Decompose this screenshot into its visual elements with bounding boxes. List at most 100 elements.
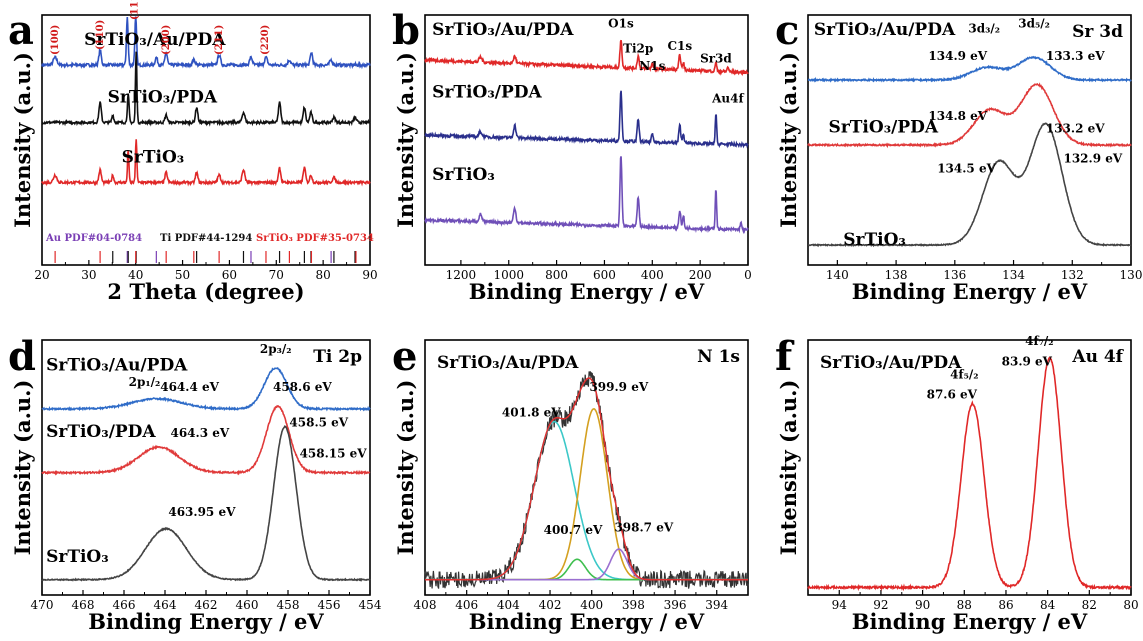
panel-letter-c: c [775, 7, 799, 54]
peak-annotation-b: N1s [639, 59, 665, 73]
panel-c: 140 138 136 134 132 130 Binding Energy / eV Int… [775, 7, 1142, 304]
panel-a: 20 30 40 50 60 70 80 90 2 Theta (degree) Intensit… [8, 0, 378, 304]
x-tick-label-a: 20 [34, 268, 49, 282]
peak-annotation-f: 4f₇/₂ [1025, 334, 1053, 348]
series-line-c-0 [807, 55, 1132, 83]
hkl-label-a: (211) [214, 25, 225, 55]
series-label-c: SrTiO₃ [843, 230, 906, 250]
peak-annotation-c: 133.2 eV [1046, 122, 1105, 136]
peak-annotation-d: 458.6 eV [273, 380, 332, 394]
y-axis-label-f: Intensity (a.u.) [776, 380, 801, 556]
x-tick-label-e: 396 [664, 598, 687, 612]
x-tick-label-c: 136 [943, 268, 966, 282]
series-line-d-0 [41, 366, 371, 412]
peak-annotation-c: 132.9 eV [1063, 152, 1122, 166]
x-tick-label-f: 94 [832, 598, 848, 612]
x-tick-label-e: 398 [622, 598, 645, 612]
peak-annotation-e: 399.9 eV [589, 380, 648, 394]
peak-annotation-d: 463.95 eV [168, 505, 236, 519]
peak-annotation-b: O1s [608, 17, 634, 31]
peak-annotation-c: 134.5 eV [937, 162, 996, 176]
plot-frame-f [807, 339, 1132, 596]
hkl-label-a: (200) [161, 25, 172, 55]
peak-annotation-e: 400.7 eV [544, 523, 603, 537]
x-tick-label-d: 460 [236, 598, 259, 612]
corner-label-c: Sr 3d [1072, 22, 1123, 42]
x-tick-label-b: 200 [689, 268, 712, 282]
peak-annotation-b: C1s [667, 39, 692, 53]
x-tick-label-b: 1000 [493, 268, 524, 282]
x-tick-label-c: 130 [1120, 268, 1143, 282]
plot-frame-a [41, 14, 371, 266]
series-line-a-2 [41, 139, 371, 187]
series-line-a-1 [41, 51, 371, 127]
peak-annotation-d: 458.5 eV [289, 416, 348, 430]
x-tick-label-d: 456 [318, 598, 341, 612]
panel-letter-a: a [8, 7, 34, 54]
x-tick-label-a: 90 [362, 268, 377, 282]
peak-annotation-e: 398.7 eV [614, 520, 673, 534]
series-label-a: SrTiO₃/Au/PDA [84, 30, 226, 50]
series-line-b-0 [424, 39, 749, 77]
series-label-c: SrTiO₃/Au/PDA [814, 20, 956, 40]
x-axis-label-c: Binding Energy / eV [852, 279, 1088, 304]
hkl-label-a: (100) [50, 25, 61, 55]
series-label-a: SrTiO₃ [122, 148, 185, 168]
x-tick-label-d: 464 [154, 598, 177, 612]
x-tick-label-a: 80 [316, 268, 331, 282]
x-tick-label-e: 406 [455, 598, 478, 612]
x-tick-label-a: 70 [269, 268, 284, 282]
series-line-f-0 [807, 356, 1132, 592]
x-tick-label-b: 800 [545, 268, 568, 282]
x-tick-label-a: 60 [222, 268, 237, 282]
x-tick-label-e: 394 [705, 598, 728, 612]
series-label-c: SrTiO₃/PDA [829, 118, 939, 138]
x-axis-label-b: Binding Energy / eV [469, 279, 705, 304]
series-label-d: SrTiO₃ [46, 547, 109, 567]
reference-label-a: Ti PDF#44-1294 [160, 233, 252, 244]
plot-frame-c [807, 14, 1132, 266]
x-tick-label-a: 30 [81, 268, 96, 282]
y-axis-label-b: Intensity (a.u.) [393, 52, 418, 228]
peak-annotation-c: 3d₅/₂ [1018, 17, 1050, 31]
x-tick-label-f: 80 [1123, 598, 1138, 612]
hkl-label-a: (220) [260, 25, 271, 55]
series-line-d-1 [41, 404, 371, 476]
hkl-label-a: (111) [129, 0, 140, 20]
peak-annotation-f: 83.9 eV [1002, 355, 1053, 369]
component-line-e-0 [425, 420, 748, 581]
peak-annotation-d: 2p₁/₂ [129, 375, 161, 389]
plot-frame-b [424, 14, 749, 266]
series-line-c-1 [807, 82, 1132, 149]
x-tick-label-a: 50 [175, 268, 190, 282]
series-line-b-2 [424, 156, 749, 235]
reference-label-a: SrTiO₃ PDF#35-0734 [256, 233, 374, 244]
x-tick-label-e: 404 [497, 598, 520, 612]
x-tick-label-d: 458 [277, 598, 300, 612]
peak-annotation-f: 4f₅/₂ [950, 367, 978, 381]
y-axis-label-c: Intensity (a.u.) [776, 52, 801, 228]
x-axis-label-d: Binding Energy / eV [88, 609, 324, 634]
x-tick-label-f: 92 [873, 598, 888, 612]
x-tick-label-f: 90 [915, 598, 930, 612]
hkl-label-a: (110) [95, 20, 106, 50]
x-tick-label-d: 466 [113, 598, 136, 612]
x-tick-label-d: 470 [31, 598, 54, 612]
panel-b: 1200 1000 800 600 400 200 0 Binding Energy / eV… [392, 7, 752, 304]
series-line-c-2 [807, 122, 1132, 248]
x-tick-label-c: 140 [826, 268, 849, 282]
peak-annotation-b: Sr3d [700, 52, 732, 66]
sample-label-f: SrTiO₃/Au/PDA [820, 353, 962, 373]
peak-annotation-d: 464.4 eV [160, 380, 219, 394]
corner-label-d: Ti 2p [313, 347, 362, 367]
series-label-d: SrTiO₃/PDA [46, 422, 156, 442]
x-tick-label-d: 468 [72, 598, 95, 612]
peak-annotation-b: Ti2p [623, 42, 653, 56]
y-axis-label-d: Intensity (a.u.) [10, 380, 35, 556]
series-label-a: SrTiO₃/PDA [108, 88, 218, 108]
x-tick-label-e: 400 [580, 598, 603, 612]
reference-label-a: Au PDF#04-0784 [45, 233, 142, 244]
x-tick-label-c: 134 [1002, 268, 1025, 282]
x-tick-label-b: 0 [744, 268, 752, 282]
series-line-a-0 [41, 16, 371, 70]
